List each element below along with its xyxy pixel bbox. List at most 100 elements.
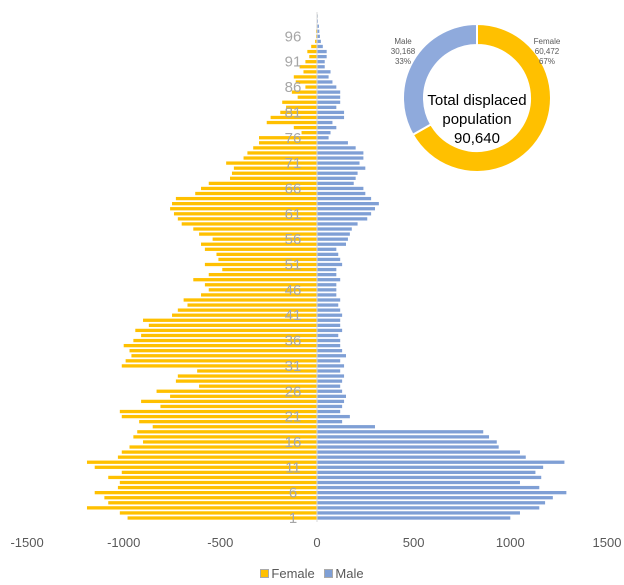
bar-female-age-46 xyxy=(208,288,317,292)
bar-male-age-24 xyxy=(317,399,345,404)
bar-female-age-3 xyxy=(86,506,317,510)
bar-female-age-92 xyxy=(309,54,317,59)
bar-female-age-23 xyxy=(160,404,317,409)
bar-male-age-20 xyxy=(317,420,343,424)
bar-female-age-43 xyxy=(187,303,317,307)
bar-male-age-81 xyxy=(317,110,345,115)
bar-female-age-6 xyxy=(94,491,318,495)
bar-male-age-88 xyxy=(317,75,329,79)
age-tick-56: 56 xyxy=(285,231,302,248)
x-tick--1500: -1500 xyxy=(10,535,43,550)
age-tick-31: 31 xyxy=(285,358,302,375)
bar-female-age-86 xyxy=(305,85,317,89)
bar-female-age-21 xyxy=(121,414,318,419)
bar-female-age-56 xyxy=(212,237,317,241)
bar-female-age-39 xyxy=(148,323,317,327)
bar-male-age-68 xyxy=(317,176,356,180)
bar-female-age-2 xyxy=(119,511,317,515)
bar-female-age-22 xyxy=(119,409,317,414)
bar-male-age-95 xyxy=(317,39,321,44)
bar-female-age-18 xyxy=(137,430,317,434)
legend-item-male: Male xyxy=(324,566,364,581)
bar-male-age-48 xyxy=(317,278,341,282)
bar-female-age-79 xyxy=(266,120,317,125)
bar-male-age-29 xyxy=(317,374,345,378)
bar-female-age-14 xyxy=(121,450,318,454)
donut-label-female-2: 67% xyxy=(539,57,555,66)
bar-male-age-27 xyxy=(317,384,341,388)
bar-female-age-10 xyxy=(121,470,318,475)
bar-female-age-35 xyxy=(123,343,317,348)
bar-male-age-33 xyxy=(317,354,346,358)
bar-male-age-64 xyxy=(317,196,372,201)
donut-center-text-1: population xyxy=(442,111,511,128)
bar-female-age-11 xyxy=(94,465,318,469)
bar-male-age-41 xyxy=(317,313,343,317)
legend-item-female: Female xyxy=(260,566,315,581)
bar-female-age-47 xyxy=(204,283,317,287)
bar-male-age-65 xyxy=(317,191,366,196)
donut-slice-male xyxy=(402,22,478,137)
age-tick-6: 6 xyxy=(289,485,297,502)
donut-center-text-2: 90,640 xyxy=(454,130,500,147)
bar-male-age-94 xyxy=(317,44,323,49)
bar-female-age-1 xyxy=(127,516,317,520)
bar-female-age-20 xyxy=(139,420,317,424)
bar-female-age-81 xyxy=(280,110,317,115)
bar-male-age-91 xyxy=(317,60,325,64)
legend-label-female: Female xyxy=(271,566,315,581)
bar-male-age-62 xyxy=(317,207,375,211)
bar-female-age-4 xyxy=(108,501,318,505)
x-axis-tick-labels: -1500 -1000 -500 0 500 1000 1500 xyxy=(10,535,621,550)
bar-male-age-70 xyxy=(317,166,366,170)
bar-female-age-12 xyxy=(86,460,317,464)
donut-label-male-2: 33% xyxy=(395,57,411,66)
bar-male-age-56 xyxy=(317,237,348,241)
bar-male-age-45 xyxy=(317,293,337,297)
bar-male-age-87 xyxy=(317,80,333,84)
bar-male-age-35 xyxy=(317,343,341,348)
bar-female-age-95 xyxy=(315,39,317,44)
age-tick-46: 46 xyxy=(285,282,302,299)
donut-slice-female xyxy=(411,22,552,173)
bar-male-age-96 xyxy=(317,34,320,38)
bar-male-age-89 xyxy=(317,70,331,74)
age-tick-41: 41 xyxy=(285,307,302,324)
bar-female-age-50 xyxy=(222,267,317,272)
bar-male-age-63 xyxy=(317,202,379,206)
bar-female-age-31 xyxy=(121,364,318,368)
bar-male-age-47 xyxy=(317,283,337,287)
bar-male-age-42 xyxy=(317,308,341,312)
bar-male-age-77 xyxy=(317,131,331,135)
bar-male-age-21 xyxy=(317,414,350,419)
bar-male-age-75 xyxy=(317,141,348,145)
bar-male-age-23 xyxy=(317,404,343,409)
bar-male-age-61 xyxy=(317,212,372,216)
bar-male-age-10 xyxy=(317,470,536,475)
pyramid-bars xyxy=(86,14,567,520)
bar-male-age-6 xyxy=(317,491,567,495)
bar-female-age-49 xyxy=(208,272,317,277)
bar-female-age-38 xyxy=(135,328,317,333)
donut-label-female-0: Female xyxy=(534,37,561,46)
bar-male-age-17 xyxy=(317,435,490,439)
age-tick-96: 96 xyxy=(285,28,302,45)
bar-male-age-55 xyxy=(317,242,346,246)
bar-male-age-43 xyxy=(317,303,339,307)
bar-female-age-94 xyxy=(311,44,317,49)
bar-female-age-74 xyxy=(253,146,317,150)
age-tick-21: 21 xyxy=(285,409,302,426)
bar-male-age-60 xyxy=(317,217,368,221)
bar-male-age-4 xyxy=(317,501,546,505)
x-tick-500: 500 xyxy=(403,535,425,550)
bar-male-age-80 xyxy=(317,115,345,120)
bar-female-age-67 xyxy=(208,181,317,186)
bar-female-age-73 xyxy=(247,151,317,155)
bar-male-age-67 xyxy=(317,181,354,186)
bar-male-age-36 xyxy=(317,338,341,343)
age-tick-11: 11 xyxy=(285,459,301,476)
bar-male-age-72 xyxy=(317,156,364,160)
bar-female-age-24 xyxy=(141,399,317,404)
x-tick--1000: -1000 xyxy=(107,535,140,550)
